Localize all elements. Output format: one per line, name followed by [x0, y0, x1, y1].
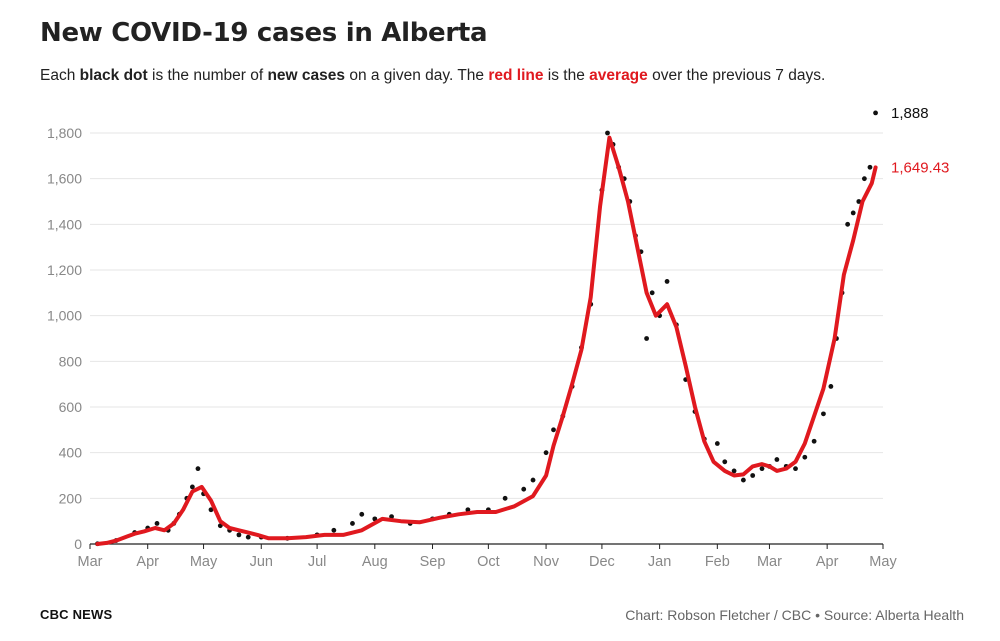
x-tick-label: Mar [757, 554, 782, 570]
daily-case-dot [502, 495, 508, 501]
daily-case-dot [731, 468, 737, 474]
subtitle-text: Each [40, 67, 80, 84]
x-tick-label: Jul [308, 554, 327, 570]
x-tick-label: Oct [477, 554, 500, 570]
daily-case-dot [821, 411, 826, 417]
subtitle-text: over the previous 7 days. [647, 67, 826, 84]
footer-credit: Chart: Robson Fletcher / CBC • Source: A… [625, 607, 964, 623]
chart-title: New COVID-19 cases in Alberta [40, 18, 488, 48]
daily-case-dot [245, 534, 251, 540]
daily-case-dot [372, 516, 378, 522]
daily-case-dot [649, 290, 655, 296]
y-tick-label: 1,200 [47, 262, 82, 278]
daily-case-dot [722, 459, 728, 465]
subtitle-new-cases: new cases [267, 67, 346, 84]
footer-brand: CBC NEWS [40, 607, 113, 622]
subtitle-red-line: red line [488, 67, 544, 84]
daily-case-dot [873, 110, 878, 116]
daily-case-dot [867, 164, 873, 170]
daily-case-dot [774, 457, 780, 462]
subtitle-text: is the number of [147, 67, 268, 84]
daily-case-dot [331, 527, 337, 533]
daily-case-dot [189, 484, 195, 490]
daily-case-dot [359, 511, 365, 517]
subtitle-text: is the [543, 67, 590, 84]
x-tick-label: Aug [362, 554, 388, 570]
daily-case-dot [236, 532, 242, 538]
daily-case-dot [861, 176, 867, 182]
x-tick-label: Nov [533, 554, 560, 570]
daily-case-dot [802, 454, 808, 460]
x-tick-label: May [869, 554, 897, 570]
subtitle-black-dot: black dot [79, 67, 148, 84]
daily-case-dot [828, 384, 834, 389]
daily-case-dot [644, 336, 649, 341]
y-tick-label: 1,800 [47, 125, 82, 141]
seven-day-average-line [95, 135, 878, 546]
daily-case-dot [208, 507, 214, 513]
daily-case-dot [664, 279, 670, 284]
daily-case-dot [811, 438, 817, 444]
daily-case-dot [856, 199, 862, 204]
daily-case-dot [740, 477, 746, 483]
subtitle-average: average [589, 67, 648, 84]
daily-case-dot [389, 514, 394, 519]
daily-case-dot [845, 221, 851, 227]
daily-case-dot [543, 450, 549, 456]
y-tick-label: 1,600 [47, 171, 82, 187]
daily-case-dot [350, 521, 355, 526]
y-tick-label: 200 [59, 490, 83, 506]
daily-case-dot [521, 486, 527, 492]
x-tick-label: May [190, 554, 218, 570]
daily-case-dot [465, 507, 471, 513]
y-tick-label: 1,400 [47, 216, 82, 232]
x-tick-label: Apr [136, 554, 159, 570]
subtitle-text: on a given day. The [345, 67, 489, 84]
x-tick-label: Jun [250, 554, 273, 570]
x-tick-label: Feb [705, 554, 730, 570]
y-tick-label: 400 [59, 445, 83, 461]
daily-case-dot [195, 466, 201, 472]
x-tick-label: Apr [816, 554, 839, 570]
daily-case-dot [759, 466, 765, 472]
daily-case-dot [530, 477, 536, 483]
daily-case-dot [750, 473, 756, 478]
daily-case-dot [551, 427, 556, 433]
daily-case-dot [605, 130, 610, 136]
x-tick-label: Jan [648, 554, 671, 570]
x-tick-label: Dec [589, 554, 615, 570]
y-tick-label: 600 [59, 399, 83, 415]
daily-case-dot [154, 521, 160, 526]
y-tick-label: 1,000 [47, 308, 82, 324]
chart-subtitle: Each black dot is the number of new case… [40, 67, 825, 85]
daily-case-dot [793, 466, 798, 472]
y-tick-label: 0 [74, 536, 82, 552]
x-tick-label: Mar [78, 554, 103, 570]
daily-case-dot [714, 441, 720, 446]
latest-daily-label: 1,888 [891, 105, 929, 122]
daily-case-dot [850, 210, 856, 216]
latest-average-label: 1,649.43 [891, 159, 949, 176]
x-tick-label: Sep [420, 554, 446, 570]
y-tick-label: 800 [59, 353, 83, 369]
